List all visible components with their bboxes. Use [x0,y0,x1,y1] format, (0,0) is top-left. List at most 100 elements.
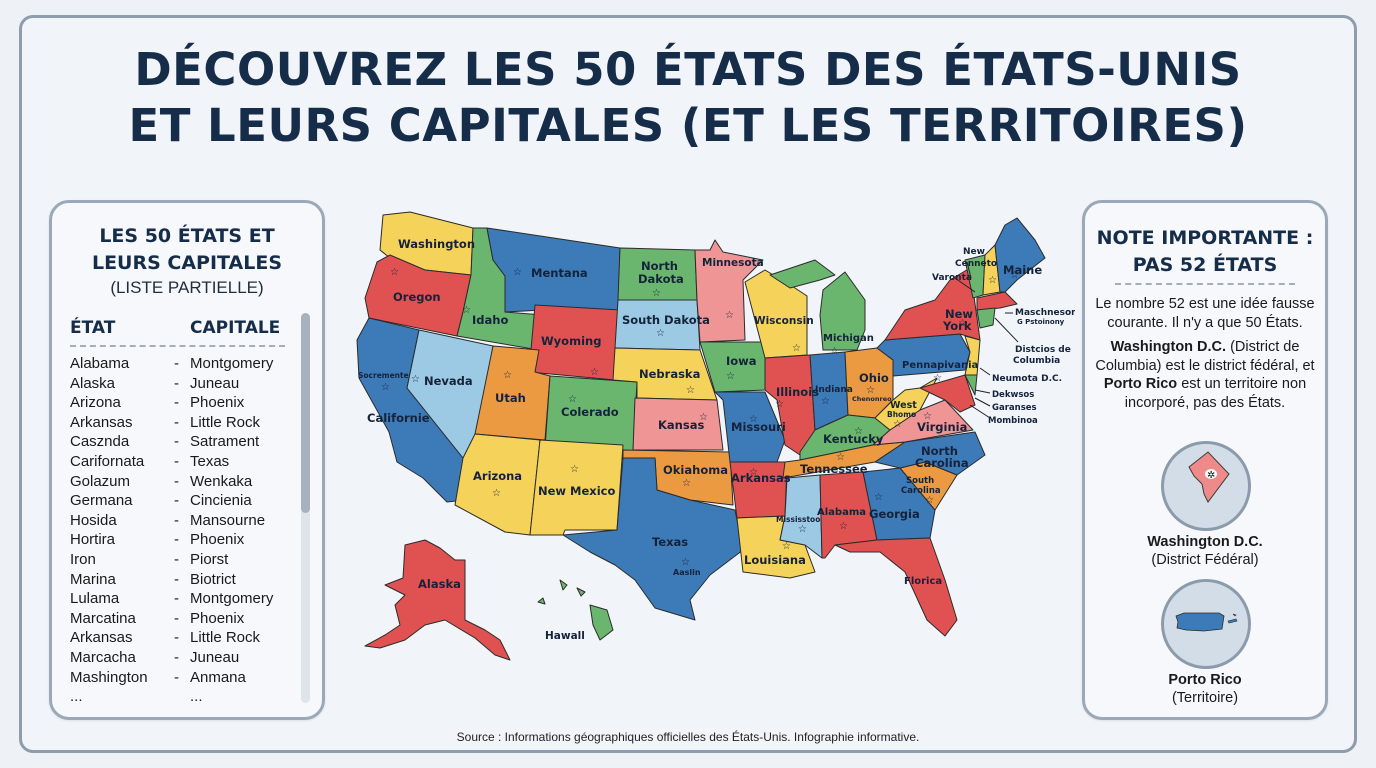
capital-star-icon: ☆ [590,367,599,378]
capital-star-icon: ☆ [866,385,875,396]
state-arizona[interactable] [454,433,541,536]
label-wisconsin: Wisconsin [754,315,814,327]
state-massachusetts[interactable] [976,291,1018,311]
capital-star-icon: ☆ [725,310,734,321]
capital-star-icon: ☆ [854,426,863,437]
table-row: Mashington - Anmana [70,668,305,688]
capital-star-icon: ☆ [958,318,967,329]
state-name: Carifornata [70,452,145,470]
state-name: Arkansas [70,413,133,431]
label-hawaii: Hawall [545,630,585,642]
capital-name: Phoenix [190,394,245,412]
capital-star-icon: ☆ [798,524,807,535]
pr-description: (Territoire) [1171,690,1239,706]
label-west-virginia-1: West [890,400,917,411]
label-new-mexico: New Mexico [538,484,615,498]
capital-star-icon: ☆ [830,346,839,357]
pr-label: Porto Rico (Territoire) [1085,671,1325,707]
column-header-capital: CAPITALE [190,318,281,338]
label-north-carolina-1: North [921,444,958,458]
note-divider [1115,283,1295,285]
capital-star-icon: ☆ [925,495,934,506]
list-scrollbar[interactable] [301,313,310,703]
states-list: Alabama - Montgomery Alaska - Juneau Arizona - P… [70,354,305,707]
state-maryland[interactable] [919,374,976,413]
label-austin: Aaslin [673,568,701,577]
scrollbar-thumb[interactable] [301,313,310,513]
state-wisconsin[interactable] [744,269,808,359]
capital-star-icon: ☆ [782,541,791,552]
label-vermont: Varonta [932,273,972,283]
label-kentucky: Kentucky [823,432,884,446]
capital-star-icon: ☆ [749,414,758,425]
label-oregon: Oregon [393,290,441,304]
capital-star-icon: ☆ [923,411,932,422]
state-name: Marcacha [70,648,136,666]
state-west-virginia[interactable] [874,377,938,431]
capital-star-icon: ☆ [381,382,390,393]
state-name: Alabama [70,355,130,372]
label-arizona: Arizona [473,469,522,483]
capital-star-icon: ☆ [492,488,501,499]
state-michigan[interactable] [769,259,866,351]
label-washington: Washington [398,237,475,251]
state-minnesota[interactable] [694,239,764,343]
label-florida: Florica [904,576,942,587]
capital-star-icon: ☆ [792,343,801,354]
label-montana: Mentana [531,266,588,280]
row-separator: - [174,433,179,451]
label-new-york-1: New [945,307,973,321]
row-separator: - [174,394,179,412]
row-separator: - [174,609,179,627]
capital-name: Juneau [190,374,240,392]
pr-name: Porto Rico [1168,672,1242,688]
capital-star-icon: ☆ [1010,270,1019,281]
label-idaho: Idaho [472,313,508,327]
label-nj-callout: Neumota D.C. [992,374,1062,384]
label-california: Californie [367,411,430,425]
dc-bold-text: Washington D.C. [1110,339,1227,355]
label-maine: Maine [1003,263,1042,277]
state-delaware[interactable] [964,374,978,396]
state-name: Arizona [70,394,121,412]
dc-map-icon: ✲ [1188,451,1230,503]
row-separator: - [174,550,179,568]
label-north-dakota-2: Dakota [638,272,684,286]
label-north-dakota-1: North [641,259,678,273]
note-paragraph-2: Washington D.C. (District de Columbia) e… [1085,338,1325,412]
label-delaware-callout: Dekwsos [992,390,1034,400]
note-title: NOTE IMPORTANTE : PAS 52 ÉTATS [1085,225,1325,279]
table-row: Marina - Biotrict [70,570,305,590]
table-row: Arizona - Phoenix [70,393,305,413]
capital-name: Montgomery [190,355,274,372]
label-south-carolina-2: Carolina [901,486,941,496]
states-panel-title-line-2: LEURS CAPITALES [91,252,283,274]
capital-star-icon: ☆ [988,275,997,286]
label-maryland-callout: Garanses [992,403,1037,413]
state-new-mexico[interactable] [529,439,624,536]
state-florida[interactable] [834,537,958,637]
table-row: Marcacha - Juneau [70,648,305,668]
label-colorado: Colerado [561,405,619,419]
state-hawaii[interactable] [537,579,614,641]
capital-name: Phoenix [190,609,245,627]
state-name: Iron [70,550,96,568]
table-row: Marcatina - Phoenix [70,609,305,629]
table-row: Alaska - Juneau [70,374,305,394]
capital-star-icon: ☆ [682,478,691,489]
state-alaska[interactable] [364,539,511,661]
label-utah: Utah [495,391,526,405]
label-south-dakota: South Dakota [622,313,710,327]
capital-name: Juneau [190,648,240,666]
state-georgia[interactable] [862,467,936,541]
state-kansas[interactable] [632,397,724,451]
dc-badge: ✲ [1161,441,1251,531]
state-connecticut[interactable] [976,307,996,329]
dc-label: Washington D.C. (District Fédéral) [1085,533,1325,569]
state-texas[interactable] [562,457,744,621]
pr-bold-text: Porto Rico [1103,376,1178,392]
capital-star-icon: ☆ [570,464,579,475]
table-row: Hosida - Mansourne [70,511,305,531]
label-massachusetts-1: Maschneson [1015,308,1075,318]
state-maine[interactable] [994,217,1046,293]
